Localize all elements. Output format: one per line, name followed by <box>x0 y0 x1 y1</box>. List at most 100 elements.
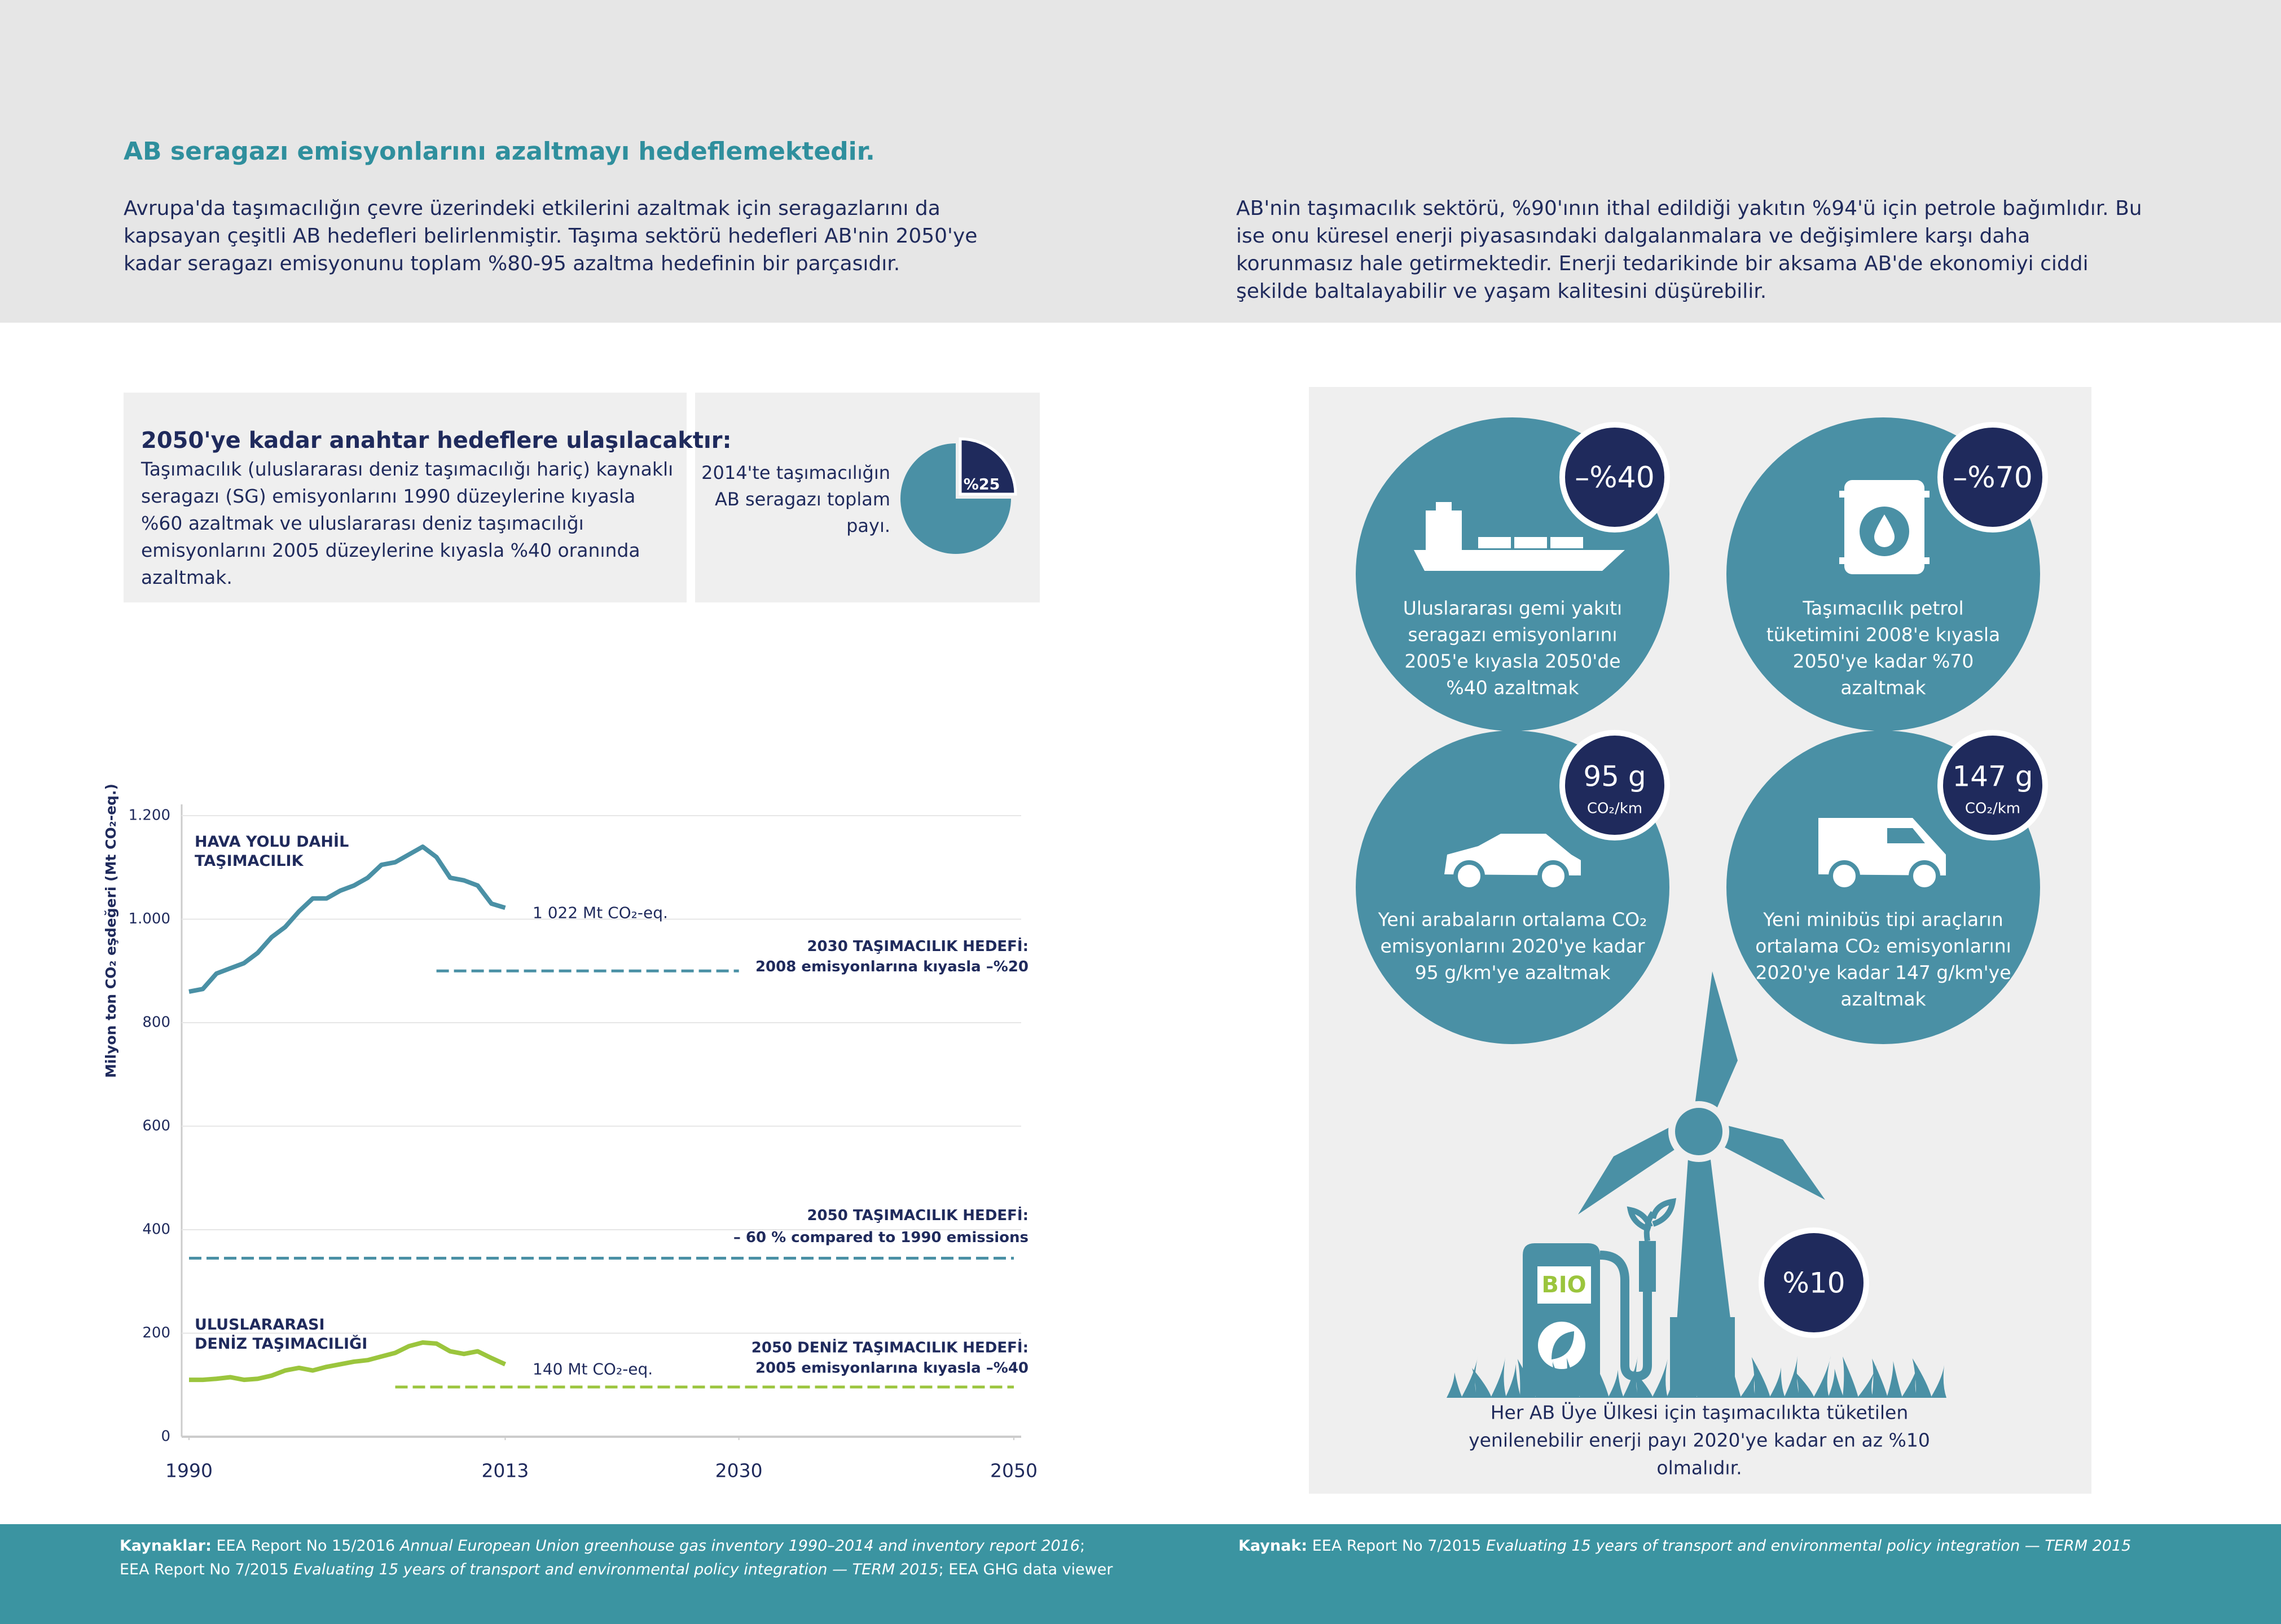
chart: 0 200 400 600 800 1.000 1.200 1990 2013 2030 2050 M… <box>103 784 1038 1481</box>
grass-blade <box>1784 1355 1800 1398</box>
goal-badge <box>1559 730 1670 840</box>
y-tick-label: 1.200 <box>129 807 170 824</box>
series-label: HAVA YOLU DAHİL TAŞIMACILIK <box>195 833 349 870</box>
page-title: AB seragazı emisyonlarını azaltmayı hede… <box>124 137 875 166</box>
grass-blade <box>1623 1355 1638 1398</box>
goals: Uluslararası gemi yakıtı seragazı emisyon… <box>1356 417 2048 1044</box>
car-icon <box>1444 834 1581 892</box>
goal-text: 2050'ye kadar %70 <box>1793 650 1974 672</box>
grass-blade <box>1828 1368 1844 1398</box>
grass-blade <box>1667 1366 1682 1398</box>
pie-value-label: %25 <box>964 476 1000 493</box>
intro-right: AB'nin taşımacılık sektörü, %90'ının ith… <box>1236 197 2142 303</box>
series-line <box>189 1340 507 1383</box>
goal-text: seragazı emisyonlarını <box>1408 624 1617 646</box>
y-tick-label: 800 <box>142 1014 170 1031</box>
source-part: EEA Report No 7/2015 <box>120 1561 289 1578</box>
goal-text: tüketimini 2008'e kıyasla <box>1766 624 2001 646</box>
goal-badge-value: –%70 <box>1953 461 2033 495</box>
targets-title: 2050'ye kadar anahtar hedeflere ulaşılac… <box>141 428 732 454</box>
sources-right: Kaynak: EEA Report No 7/2015 Evaluating … <box>1238 1534 2131 1558</box>
renewables-badge-value: %10 <box>1782 1267 1845 1300</box>
target-label: 2005 emisyonlarına kıyasla –%40 <box>755 1359 1029 1376</box>
grass-blade <box>1535 1361 1554 1398</box>
grass-blade <box>1608 1370 1624 1398</box>
source-part: ; EEA GHG data viewer <box>938 1561 1113 1578</box>
target-label: – 60 % compared to 1990 emissions <box>733 1229 1029 1246</box>
end-label: 140 Mt CO₂-eq. <box>533 1360 653 1379</box>
goal-text: Taşımacılık petrol <box>1802 597 1963 619</box>
source-part: ; <box>1079 1537 1085 1555</box>
target-label: 2050 TAŞIMACILIK HEDEFİ: <box>807 1206 1029 1224</box>
goal-text: %40 azaltmak <box>1446 677 1579 699</box>
grass-blade <box>1549 1362 1565 1398</box>
y-tick-label: 400 <box>142 1221 170 1238</box>
grass-blade <box>1725 1359 1741 1398</box>
goal-text: 95 g/km'ye azaltmak <box>1415 962 1611 984</box>
source-part: EEA Report No 7/2015 <box>1312 1537 1482 1555</box>
grass-blade <box>1711 1360 1726 1398</box>
ship-icon <box>1414 502 1625 571</box>
goal-badge-value: 147 g <box>1952 760 2033 793</box>
goal-text: 2005'e kıyasla 2050'de <box>1404 650 1620 672</box>
x-tick-label: 2013 <box>481 1460 529 1482</box>
y-tick-label: 200 <box>142 1324 170 1341</box>
grass-blade <box>1461 1355 1478 1398</box>
grass-blade <box>1564 1358 1580 1398</box>
share-text: 2014'te taşımacılığın <box>701 462 890 483</box>
y-tick-label: 0 <box>161 1428 170 1445</box>
grass-blade <box>1472 1368 1492 1398</box>
source-part: Evaluating 15 years of transport and env… <box>293 1561 939 1578</box>
intro-left: Avrupa'da taşımacılığın çevre üzerindeki… <box>124 197 978 275</box>
grass-blade <box>1447 1372 1462 1398</box>
target-label: 2008 emisyonlarına kıyasla –%20 <box>755 958 1029 975</box>
x-tick-label: 2030 <box>715 1460 763 1482</box>
series-label: ULUSLARARASI DENİZ TAŞIMACILIĞI <box>195 1316 368 1353</box>
goal-text: Yeni arabaların ortalama CO₂ <box>1378 909 1647 931</box>
pie-slice <box>959 437 1017 496</box>
grass-blade <box>1591 1356 1609 1398</box>
share-text: AB seragazı toplam <box>715 488 890 510</box>
grass-blade <box>1751 1357 1770 1398</box>
sources-left: Kaynaklar: EEA Report No 15/2016 Annual … <box>120 1534 1113 1582</box>
grass-blade <box>1696 1362 1716 1398</box>
grass-blade <box>1901 1361 1919 1398</box>
pie: %25 2014'te taşımacılığın AB seragazı topl… <box>701 437 1017 554</box>
grass-blade <box>1795 1371 1814 1398</box>
grass-blade <box>1842 1356 1858 1398</box>
renewables-badge <box>1759 1227 1869 1338</box>
goal-badge <box>1937 422 2048 532</box>
pie-rest <box>900 443 1011 554</box>
renewables-illustration: BIO %10 Her AB Üye Ülkesi için taşımacılık… <box>1447 971 1946 1479</box>
grass-blade <box>1872 1358 1888 1398</box>
end-label: 1 022 Mt CO₂-eq. <box>533 903 668 922</box>
grass-blade <box>1505 1364 1521 1398</box>
grass-blade <box>1633 1370 1653 1398</box>
grass-blade <box>1517 1359 1536 1398</box>
goal-text: azaltmak <box>1840 988 1926 1010</box>
grass-blade <box>1680 1357 1697 1398</box>
grass-blade <box>1652 1355 1668 1398</box>
goal-text: azaltmak <box>1840 677 1926 699</box>
barrel-icon <box>1839 480 1930 574</box>
targets-text: Taşımacılık (uluslararası deniz taşımacı… <box>141 458 674 588</box>
renewables-text: Her AB Üye Ülkesi için taşımacılıkta tük… <box>1491 1401 1909 1424</box>
targets-box <box>124 393 687 602</box>
grass-blade <box>1931 1365 1946 1398</box>
renewables-text: yenilenebilir enerji payı 2020'ye kadar … <box>1469 1429 1930 1451</box>
footer-bg <box>0 1524 2281 1624</box>
share-text: payı. <box>846 515 890 536</box>
y-tick-label: 1.000 <box>129 910 170 927</box>
goal-badge-value: –%40 <box>1575 461 1655 495</box>
x-tick-label: 1990 <box>165 1460 213 1482</box>
grass-blade <box>1769 1367 1785 1398</box>
grass-blade <box>1887 1361 1902 1398</box>
grass-blade <box>1491 1357 1506 1398</box>
pump-label: BIO <box>1541 1272 1586 1298</box>
van-icon <box>1818 818 1946 892</box>
source-part: Kaynak: <box>1238 1537 1308 1555</box>
goal-text: 2020'ye kadar 147 g/km'ye <box>1755 962 2011 984</box>
goal-badge-value: 95 g <box>1583 760 1646 793</box>
target-label: 2050 DENİZ TAŞIMACILIK HEDEFİ: <box>751 1338 1029 1356</box>
